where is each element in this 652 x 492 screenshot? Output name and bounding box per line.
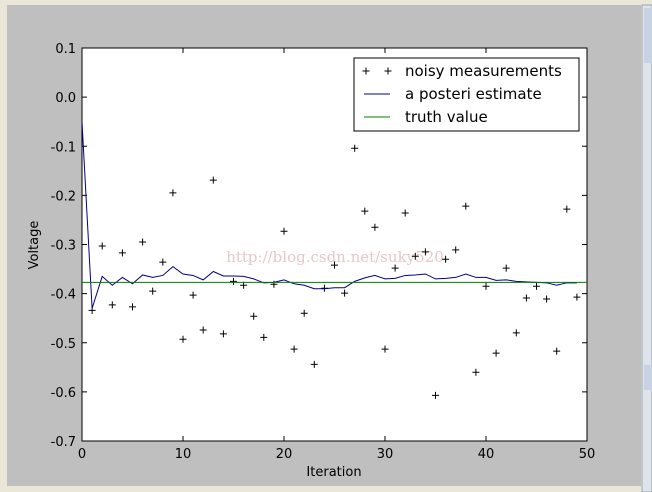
measurement-point [421,248,429,256]
x-tick-label: 20 [276,447,293,462]
measurement-point [401,209,409,217]
legend-label: truth value [405,108,488,126]
measurement-point [240,281,248,289]
measurement-point [391,264,399,272]
y-tick-label: -0.5 [51,337,76,352]
measurement-point [179,335,187,343]
legend: noisy measurements a posteri estimate trut… [353,57,580,132]
y-tick-label: 0.0 [55,91,76,106]
measurement-point [573,293,581,301]
measurement-point [371,223,379,231]
legend-label: a posteri estimate [405,85,542,103]
legend-box [353,57,580,132]
measurement-point [209,176,217,184]
measurement-point [381,345,389,353]
measurement-point [351,144,359,152]
measurement-point [199,326,207,334]
measurement-point [341,289,349,297]
measurement-point [280,227,288,235]
measurement-point [189,291,197,299]
measurement-point [563,205,571,213]
measurement-point [260,333,268,341]
y-tick-label: 0.1 [55,42,76,57]
measurement-point [492,349,500,357]
watermark: http://blog.csdn.net/suky520 [226,248,444,266]
measurement-point [230,277,237,285]
measurement-point [411,252,419,260]
measurement-point [472,368,480,376]
x-axis-label: Iteration [306,465,361,480]
measurement-point [522,294,530,302]
measurement-point [98,242,106,250]
measurement-point [553,347,561,355]
y-tick-label: -0.7 [51,435,76,450]
y-tick-label: -0.3 [51,239,76,254]
measurement-point [159,258,167,266]
scroll-thumb [644,365,652,390]
measurement-point [462,202,470,210]
y-axis-label: Voltage [27,221,42,270]
measurement-point [310,360,318,368]
series-line [81,121,577,309]
y-tick-label: -0.4 [51,288,76,303]
measurement-point [118,249,126,257]
measurement-point [432,391,439,399]
x-tick-label: 30 [377,447,394,462]
measurement-point [331,261,338,269]
measurement-point [108,301,116,309]
legend-marker [362,67,392,75]
scrollbar [641,4,652,492]
measurement-point [219,330,227,338]
measurement-point [543,295,551,303]
measurement-point [149,287,157,295]
measurement-point [169,189,177,197]
x-tick-label: 10 [175,447,192,462]
y-tick-label: -0.6 [51,386,76,401]
measurement-point [452,246,460,254]
measurement-point [290,345,298,353]
measurement-point [482,282,490,290]
measurement-point [129,303,136,311]
measurement-point [250,312,258,320]
measurement-point [533,282,540,290]
measurement-point [300,309,308,317]
measurement-point [139,238,147,246]
scroll-thumb [644,8,652,63]
y-tick-label: -0.2 [51,189,76,204]
x-tick-label: 40 [478,447,495,462]
measurement-point [502,264,510,272]
measurement-point [361,207,369,215]
x-tick-label: 0 [78,447,86,462]
measurement-point [512,329,520,337]
y-tick-label: -0.1 [51,140,76,155]
measurement-point [442,255,450,263]
legend-label: noisy measurements [405,62,562,80]
x-tick-label: 50 [579,447,596,462]
